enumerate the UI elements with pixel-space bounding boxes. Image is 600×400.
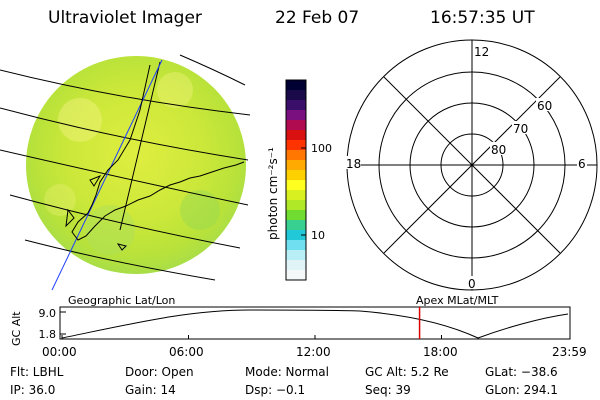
colorbar-label: photon cm⁻²s⁻¹ [266,147,280,240]
colorbar-segment [286,210,306,221]
colorbar-segment [286,200,306,211]
polar-label-60: 60 [537,99,552,113]
colorbar-segment [286,150,306,161]
door-label: Door: Open [125,365,194,379]
gain-label: Gain: 14 [125,383,176,397]
colorbar-tick-label-10: 10 [311,229,325,242]
polar-plot [346,39,598,291]
timeline-ytick-label-low: 1.8 [39,328,57,341]
coastline-islands [65,174,127,251]
ip-label: IP: 36.0 [10,383,56,397]
timeline-xlabel-2359: 23:59 [552,345,587,359]
blue-meridian [51,59,163,291]
polar-label-70: 70 [513,122,528,136]
timeline-ytick-label-high: 9.0 [39,307,57,320]
timeline-xticks [61,335,442,339]
polar-label-6: 6 [578,157,586,171]
colorbar-segment [286,260,306,271]
timeline-xlabel-1800: 18:00 [423,345,458,359]
polar-label-0: 0 [468,277,476,291]
polar-label-80: 80 [491,143,506,157]
coastline [71,64,245,241]
app-title: Ultraviolet Imager [48,8,202,28]
date-label: 22 Feb 07 [275,8,360,28]
timeline-xlabel-0600: 06:00 [169,345,204,359]
gc-alt-label: GC Alt: 5.2 Re [365,365,449,379]
colorbar-segment [286,180,306,191]
altitude-curve [61,309,569,339]
timeline-right-title: Apex MLat/MLT [416,294,499,307]
polar-diagonal-2 [383,76,561,254]
earth-disk [26,56,246,274]
polar-label-12: 12 [474,45,489,59]
colorbar-segment [286,220,306,231]
colorbar-frame [285,79,307,281]
glat-label: GLat: −38.6 [485,365,558,379]
timeline-xlabel-0000: 00:00 [42,345,77,359]
colorbar [286,80,306,281]
colorbar-segment [286,100,306,111]
colorbar-segment [286,160,306,171]
timeline-ylabel: GC Alt [10,311,23,346]
timeline-left-title: Geographic Lat/Lon [68,294,175,307]
colorbar-segment [286,80,306,91]
time-label: 16:57:35 UT [430,8,535,28]
colorbar-segment [286,130,306,141]
glon-label: GLon: 294.1 [485,383,558,397]
colorbar-segment [286,240,306,251]
colorbar-segment [286,250,306,261]
disk-texture [44,72,220,255]
colorbar-segment [286,270,306,281]
colorbar-segment [286,140,306,151]
dsp-label: Dsp: −0.1 [245,383,306,397]
filter-label: Flt: LBHL [10,365,64,379]
colorbar-segment [286,90,306,101]
colorbar-tick-label-100: 100 [311,142,332,155]
colorbar-segment [286,170,306,181]
colorbar-segment [286,120,306,131]
colorbar-segment [286,230,306,241]
earth-image [0,54,251,291]
latlon-grid [0,54,251,281]
colorbar-segment [286,190,306,201]
seq-label: Seq: 39 [365,383,411,397]
colorbar-segment [286,110,306,121]
polar-label-18: 18 [346,157,361,171]
mode-label: Mode: Normal [245,365,329,379]
timeline-xlabel-1200: 12:00 [296,345,331,359]
